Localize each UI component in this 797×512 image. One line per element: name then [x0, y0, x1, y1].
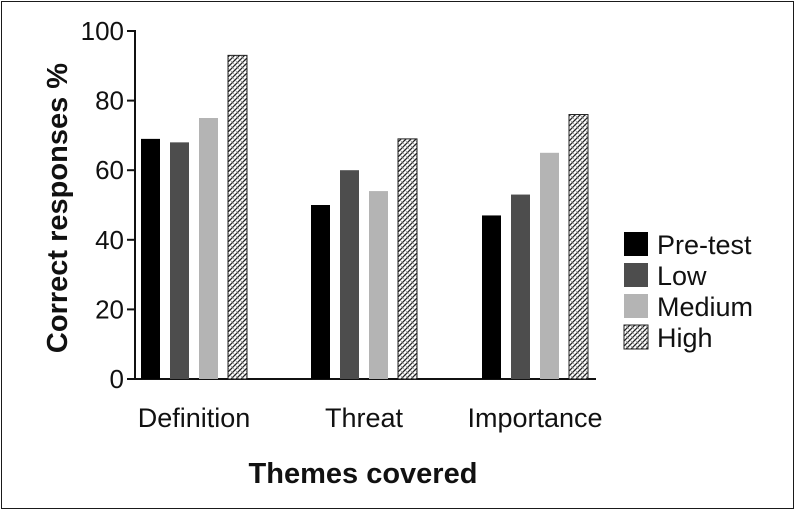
- bar-low-importance: [511, 194, 530, 379]
- legend-swatch: [624, 294, 648, 318]
- y-tick-label: 0: [110, 364, 124, 394]
- bar-pre-test-threat: [311, 205, 330, 379]
- legend-label: Low: [657, 261, 707, 291]
- y-tick-label: 20: [95, 294, 124, 324]
- bar-pre-test-definition: [141, 138, 160, 379]
- x-axis-title: Themes covered: [249, 458, 478, 490]
- legend-label: Medium: [657, 292, 753, 322]
- bar-medium-threat: [369, 191, 388, 379]
- bar-high-definition: [227, 54, 248, 380]
- y-tick-label: 60: [95, 155, 124, 185]
- bar-low-definition: [170, 142, 189, 379]
- plot-area: 0 20 40 60 80 100 Definition Threat Importance: [81, 16, 603, 433]
- legend-swatch: [624, 232, 648, 256]
- bar-medium-importance: [540, 152, 559, 379]
- y-tick-label: 40: [95, 225, 124, 255]
- bar-medium-definition: [199, 118, 218, 379]
- legend-swatch: [623, 324, 649, 350]
- y-tick-label: 100: [81, 16, 124, 46]
- legend-label: High: [657, 323, 713, 353]
- y-axis-title: Correct responses %: [42, 63, 74, 353]
- bar-high-threat: [397, 138, 418, 380]
- bar-high-importance: [568, 114, 589, 380]
- x-category-label: Definition: [138, 403, 251, 433]
- x-category-label: Importance: [467, 403, 602, 433]
- legend-label: Pre-test: [657, 230, 752, 260]
- x-category-label: Threat: [325, 403, 404, 433]
- bar-low-threat: [340, 170, 359, 379]
- bar-pre-test-importance: [482, 215, 501, 379]
- legend-swatch: [624, 263, 648, 287]
- y-tick-label: 80: [95, 86, 124, 116]
